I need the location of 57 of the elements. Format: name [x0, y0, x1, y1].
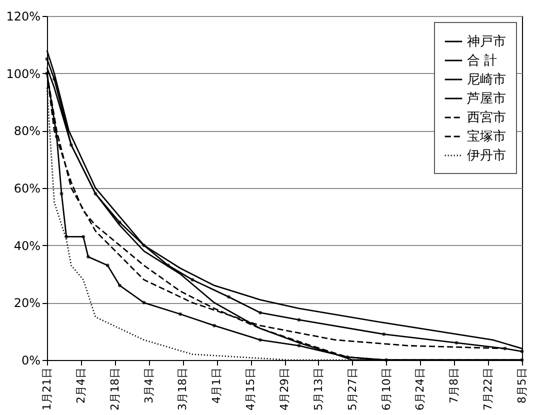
point — [190, 278, 194, 282]
legend-label: 神戸市 — [467, 34, 506, 50]
x-tick-label: 8月5日 — [516, 368, 528, 404]
point — [86, 255, 90, 259]
point — [106, 264, 110, 268]
point — [212, 324, 216, 328]
x-tick-label: 1月21日 — [40, 368, 54, 410]
x-tick-label: 4月29日 — [278, 368, 291, 410]
point — [82, 235, 86, 238]
point — [54, 134, 58, 138]
point — [52, 77, 56, 81]
x-tick-label: 7月8日 — [448, 368, 461, 404]
y-tick-label: 60% — [14, 182, 40, 196]
point — [64, 235, 68, 238]
point — [520, 350, 524, 354]
point — [382, 332, 386, 336]
point — [454, 341, 458, 345]
legend-label: 伊丹市 — [467, 148, 506, 164]
point — [258, 310, 262, 314]
x-tick-label: 4月1日 — [210, 368, 224, 404]
point — [94, 192, 98, 196]
legend-label: 西宮市 — [467, 110, 506, 126]
point — [227, 295, 230, 299]
y-tick-label: 0% — [21, 354, 40, 368]
point — [60, 192, 64, 196]
y-tick-label: 80% — [14, 124, 40, 138]
point — [45, 57, 49, 61]
x-tick-label: 5月13日 — [312, 368, 325, 410]
y-tick-label: 40% — [14, 238, 40, 253]
point — [503, 346, 507, 350]
y-tick-label: 20% — [14, 296, 40, 310]
y-tick-label: 120% — [6, 10, 40, 24]
x-tick-label: 2月18日 — [108, 368, 122, 410]
point — [346, 355, 350, 359]
point — [258, 338, 262, 342]
point — [178, 312, 182, 316]
point — [520, 358, 524, 362]
point — [118, 220, 122, 224]
point — [384, 358, 388, 362]
x-tick-label: 7月22日 — [482, 368, 495, 410]
point — [45, 72, 49, 76]
x-tick-label: 4月15日 — [244, 368, 258, 410]
x-tick-label: 6月10日 — [380, 368, 393, 410]
x-tick-label: 6月24日 — [414, 368, 427, 410]
x-tick-label: 5月27日 — [346, 368, 359, 410]
point — [297, 318, 301, 322]
point — [118, 284, 122, 288]
x-tick-label: 3月18日 — [176, 368, 190, 410]
x-tick-label: 3月4日 — [142, 368, 156, 404]
legend-label: 尼崎市 — [467, 72, 506, 88]
x-tick-label: 2月4日 — [74, 368, 88, 404]
legend-label: 芦屋市 — [467, 92, 506, 106]
legend-label: 合 計 — [467, 54, 498, 68]
point — [70, 143, 73, 147]
point — [297, 344, 301, 348]
legend-label: 宝塚市 — [467, 128, 506, 144]
y-tick-label: 100% — [6, 66, 40, 81]
